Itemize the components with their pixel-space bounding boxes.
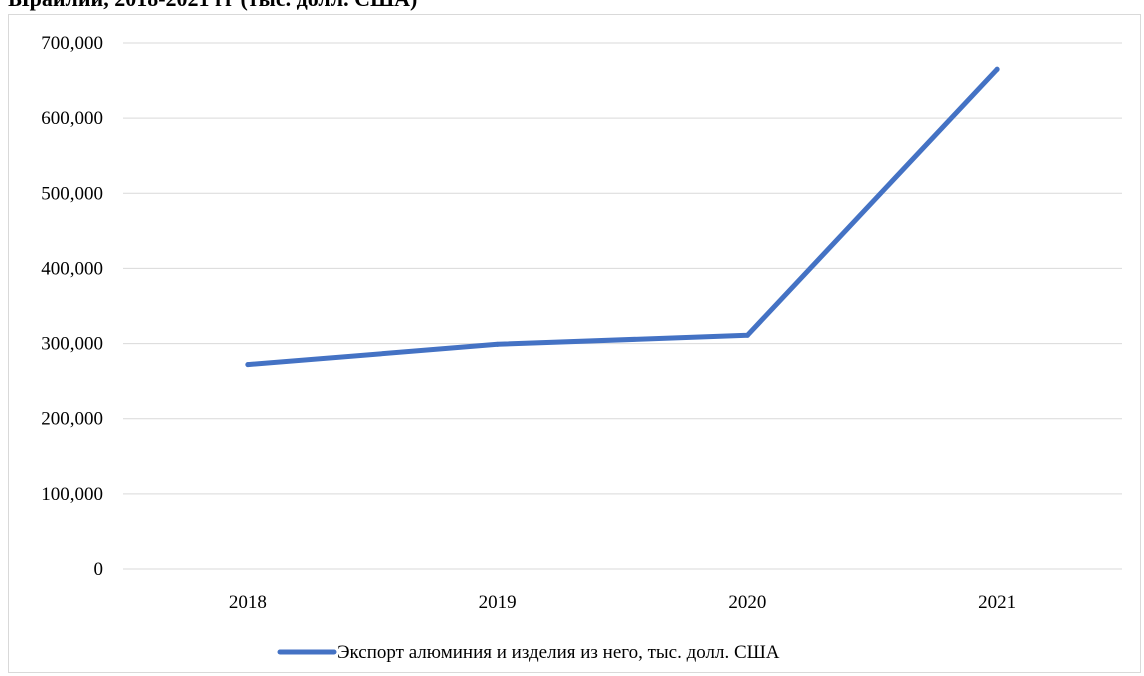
y-tick-label: 0 xyxy=(94,559,104,580)
data-point xyxy=(245,362,251,368)
y-axis-ticks: 0 100,000 200,000 300,000 400,000 500,000 600,… xyxy=(41,33,103,580)
y-tick-label: 600,000 xyxy=(41,108,103,129)
data-point xyxy=(994,66,1000,72)
legend-label: Экспорт алюминия и изделия из него, тыс.… xyxy=(337,642,780,663)
y-tick-label: 100,000 xyxy=(41,484,103,505)
y-tick-label: 500,000 xyxy=(41,183,103,204)
x-tick-label: 2021 xyxy=(978,592,1016,613)
y-tick-label: 300,000 xyxy=(41,334,103,355)
series-line xyxy=(245,66,1000,368)
series-lines xyxy=(245,66,1000,368)
x-tick-label: 2019 xyxy=(479,592,517,613)
legend: Экспорт алюминия и изделия из него, тыс.… xyxy=(277,642,780,663)
y-tick-label: 700,000 xyxy=(41,33,103,54)
y-tick-label: 400,000 xyxy=(41,258,103,279)
x-tick-label: 2020 xyxy=(728,592,766,613)
data-point xyxy=(744,332,750,338)
gridlines xyxy=(123,42,1122,570)
x-tick-label: 2018 xyxy=(229,592,267,613)
data-point xyxy=(495,341,501,347)
chart-title: Ыраилии, 2018-2021 гг (тыс. долл. США) xyxy=(8,0,1138,14)
x-axis-ticks: 2018 2019 2020 2021 xyxy=(229,592,1016,613)
y-tick-label: 200,000 xyxy=(41,409,103,430)
